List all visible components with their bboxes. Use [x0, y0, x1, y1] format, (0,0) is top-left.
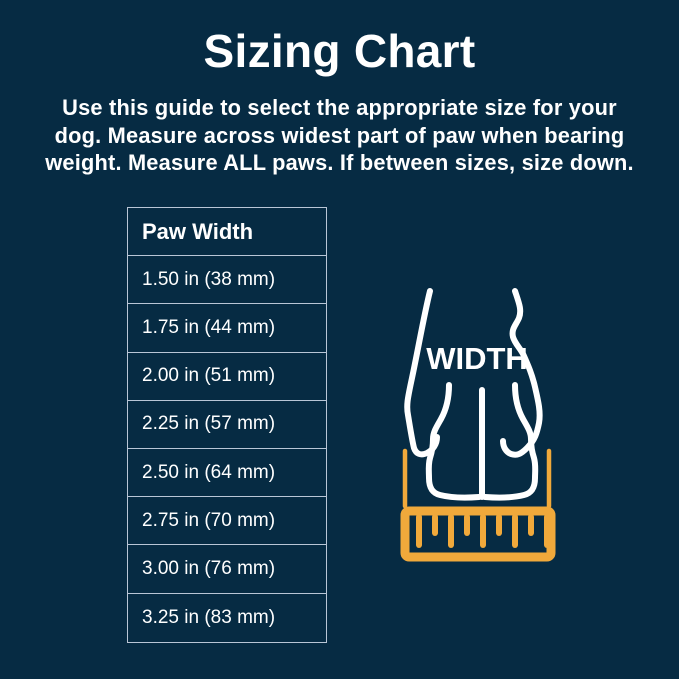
svg-text:WIDTH: WIDTH — [426, 341, 528, 376]
